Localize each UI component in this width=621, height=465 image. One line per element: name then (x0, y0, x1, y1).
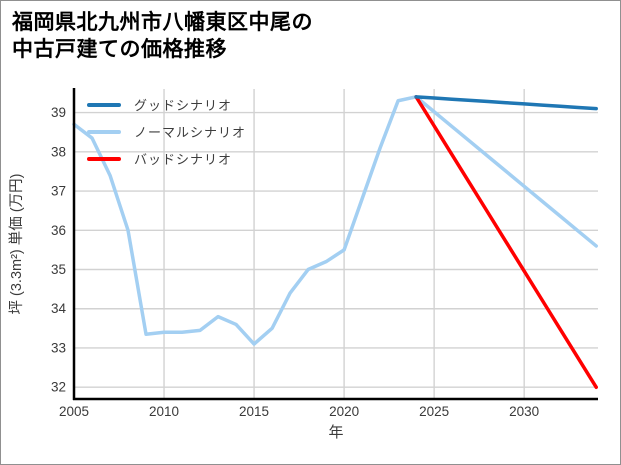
x-tick-label: 2010 (149, 404, 179, 419)
normal-scenario-line-swatch (87, 129, 121, 134)
good-scenario-line-swatch (87, 102, 121, 107)
y-tick-label: 37 (51, 184, 66, 199)
y-tick-label: 32 (51, 380, 66, 395)
legend-label-good: グッドシナリオ (134, 98, 233, 113)
normal-scenario-line (72, 95, 598, 346)
bad-scenario-line (414, 95, 598, 389)
x-tick-label: 2015 (239, 404, 269, 419)
y-tick-label: 39 (51, 105, 66, 120)
x-tick-label: 2020 (329, 404, 359, 419)
y-tick-label: 35 (51, 262, 66, 277)
x-tick-label: 2025 (419, 404, 449, 419)
legend-item-normal: ノーマルシナリオ (87, 118, 246, 145)
legend-label-normal: ノーマルシナリオ (134, 125, 247, 140)
legend: グッドシナリオ ノーマルシナリオ バッドシナリオ (87, 91, 246, 172)
good-scenario-line (414, 95, 598, 111)
y-tick-label: 36 (51, 223, 66, 238)
legend-label-bad: バッドシナリオ (134, 152, 233, 167)
y-tick-label: 38 (51, 144, 66, 159)
legend-item-bad: バッドシナリオ (87, 145, 246, 172)
legend-item-good: グッドシナリオ (87, 91, 246, 118)
chart-title-line2: 中古戸建ての価格推移 (12, 38, 227, 62)
bad-scenario-line-swatch (87, 156, 121, 161)
chart-title-line1: 福岡県北九州市八幡東区中尾の (12, 11, 313, 34)
y-tick-label: 34 (51, 301, 67, 316)
y-axis-title: 坪 (3.3m²) 単価 (万円) (8, 174, 25, 315)
x-tick-label: 2030 (509, 404, 539, 419)
x-tick-label: 2005 (59, 404, 89, 419)
chart-title: 福岡県北九州市八幡東区中尾の 中古戸建ての価格推移 (12, 9, 313, 64)
y-tick-label: 33 (51, 340, 66, 355)
x-axis-title: 年 (328, 424, 343, 441)
